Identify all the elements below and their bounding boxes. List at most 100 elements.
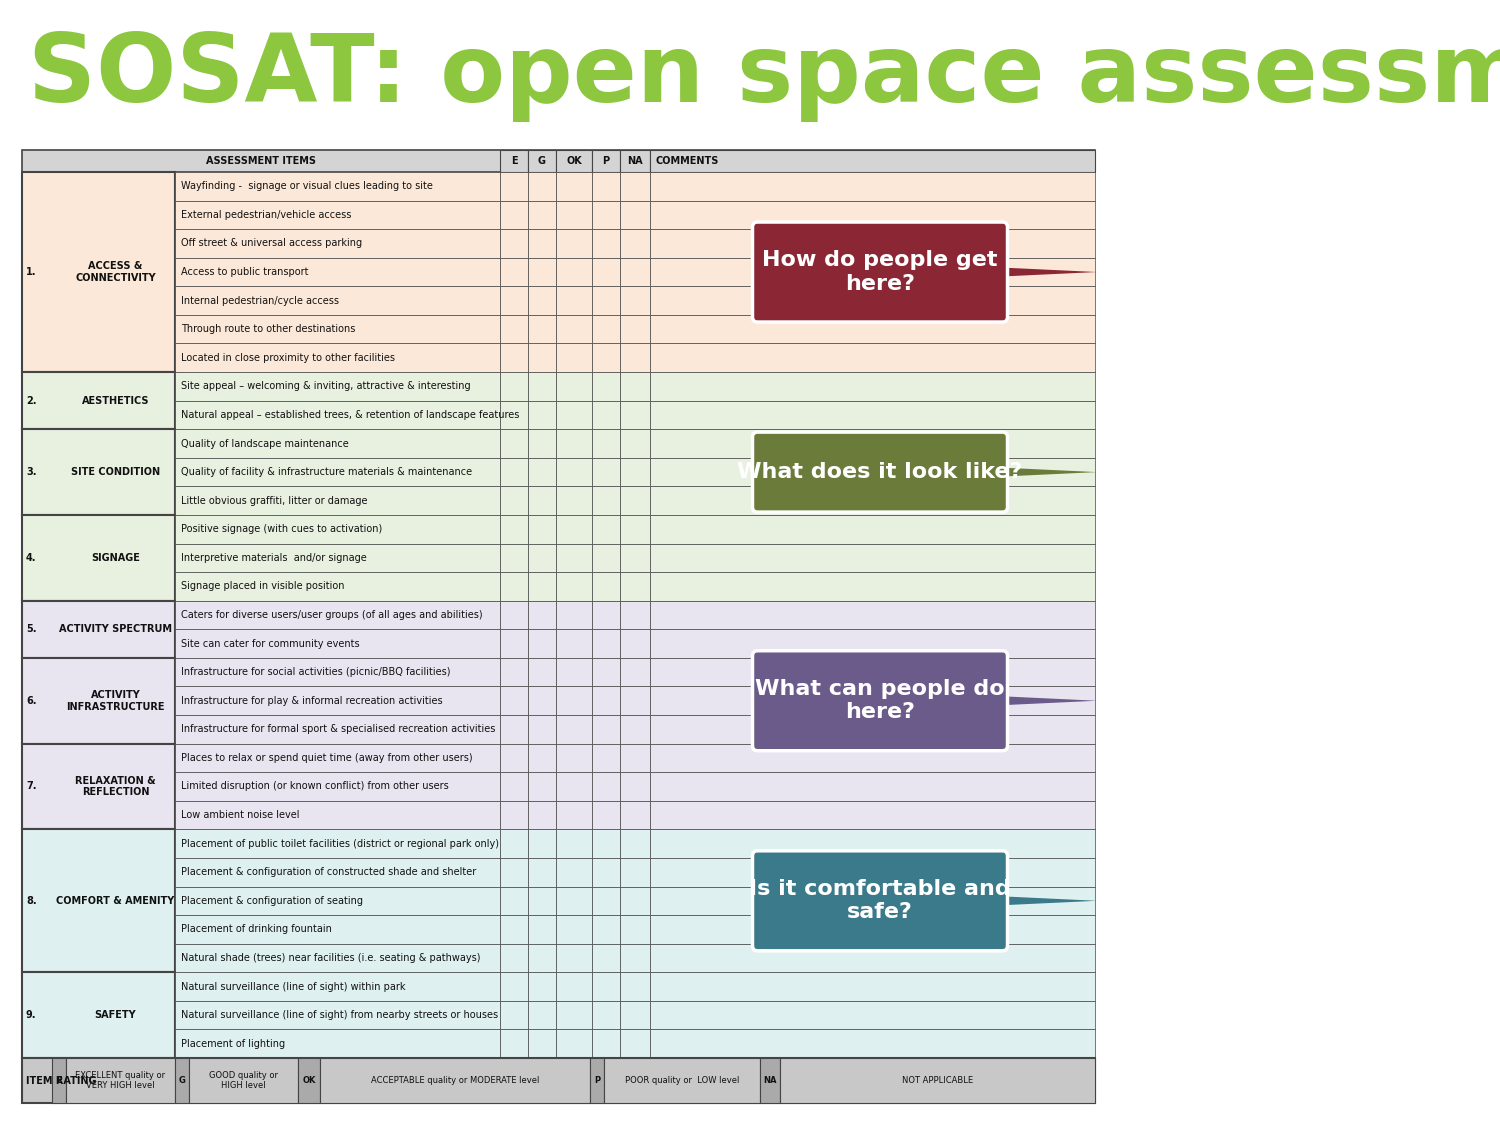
- Bar: [620, 200, 650, 230]
- Bar: [556, 944, 592, 972]
- Bar: [556, 400, 592, 430]
- Bar: [650, 1001, 1095, 1029]
- Bar: [500, 1029, 528, 1058]
- Bar: [592, 486, 619, 515]
- Bar: [176, 744, 500, 772]
- Bar: [500, 372, 528, 400]
- Bar: [22, 829, 176, 972]
- Bar: [66, 1058, 176, 1102]
- Text: How do people get
here?: How do people get here?: [762, 251, 998, 294]
- Bar: [556, 601, 592, 629]
- Text: Access to public transport: Access to public transport: [182, 267, 309, 277]
- Bar: [528, 972, 556, 1001]
- Bar: [500, 287, 528, 315]
- Bar: [650, 150, 1095, 172]
- Bar: [500, 972, 528, 1001]
- Bar: [528, 944, 556, 972]
- Text: Infrastructure for formal sport & specialised recreation activities: Infrastructure for formal sport & specia…: [182, 724, 495, 735]
- FancyBboxPatch shape: [753, 850, 1008, 951]
- Text: Limited disruption (or known conflict) from other users: Limited disruption (or known conflict) f…: [182, 782, 448, 792]
- Bar: [528, 515, 556, 543]
- Bar: [528, 744, 556, 772]
- Bar: [500, 801, 528, 829]
- Bar: [620, 972, 650, 1001]
- Bar: [500, 315, 528, 343]
- Bar: [528, 458, 556, 486]
- Bar: [500, 229, 528, 258]
- Bar: [500, 258, 528, 287]
- Bar: [500, 150, 528, 172]
- Text: Interpretive materials  and/or signage: Interpretive materials and/or signage: [182, 552, 366, 562]
- Bar: [500, 458, 528, 486]
- FancyBboxPatch shape: [753, 650, 1008, 750]
- Bar: [528, 150, 556, 172]
- Bar: [620, 287, 650, 315]
- Text: OK: OK: [566, 156, 582, 166]
- Bar: [592, 716, 619, 744]
- Bar: [620, 229, 650, 258]
- Bar: [500, 944, 528, 972]
- Text: ACTIVITY SPECTRUM: ACTIVITY SPECTRUM: [58, 624, 172, 634]
- Text: 6.: 6.: [26, 695, 36, 705]
- Bar: [176, 972, 500, 1001]
- Bar: [189, 1058, 298, 1102]
- Text: What can people do
here?: What can people do here?: [754, 680, 1005, 722]
- Bar: [176, 772, 500, 801]
- Text: Through route to other destinations: Through route to other destinations: [182, 324, 356, 334]
- Text: Placement of lighting: Placement of lighting: [182, 1038, 285, 1048]
- Bar: [176, 543, 500, 573]
- Bar: [22, 515, 176, 601]
- Bar: [650, 430, 1095, 458]
- Bar: [528, 372, 556, 400]
- Bar: [760, 1058, 780, 1102]
- Text: Site appeal – welcoming & inviting, attractive & interesting: Site appeal – welcoming & inviting, attr…: [182, 381, 471, 391]
- Text: Placement of public toilet facilities (district or regional park only): Placement of public toilet facilities (d…: [182, 838, 500, 848]
- Bar: [592, 172, 619, 200]
- Text: ACCESS &
CONNECTIVITY: ACCESS & CONNECTIVITY: [75, 261, 156, 282]
- Bar: [650, 629, 1095, 658]
- Text: Infrastructure for social activities (picnic/BBQ facilities): Infrastructure for social activities (pi…: [182, 667, 450, 677]
- Text: NA: NA: [627, 156, 644, 166]
- Bar: [556, 829, 592, 858]
- Bar: [592, 629, 619, 658]
- Bar: [500, 658, 528, 686]
- Bar: [620, 400, 650, 430]
- Bar: [650, 458, 1095, 486]
- Bar: [176, 915, 500, 944]
- Bar: [556, 172, 592, 200]
- Text: E: E: [56, 1076, 62, 1084]
- Bar: [650, 200, 1095, 230]
- Text: POOR quality or  LOW level: POOR quality or LOW level: [626, 1076, 740, 1084]
- Text: SIGNAGE: SIGNAGE: [92, 552, 140, 562]
- Text: NA: NA: [764, 1076, 777, 1084]
- Text: Quality of facility & infrastructure materials & maintenance: Quality of facility & infrastructure mat…: [182, 467, 472, 477]
- Bar: [556, 972, 592, 1001]
- Bar: [592, 1001, 619, 1029]
- Bar: [500, 858, 528, 886]
- Text: NOT APPLICABLE: NOT APPLICABLE: [902, 1076, 974, 1084]
- Bar: [650, 258, 1095, 287]
- Bar: [592, 972, 619, 1001]
- Text: ACCEPTABLE quality or MODERATE level: ACCEPTABLE quality or MODERATE level: [370, 1076, 538, 1084]
- Bar: [176, 515, 500, 543]
- Text: G: G: [538, 156, 546, 166]
- Bar: [556, 658, 592, 686]
- Text: 7.: 7.: [26, 782, 36, 792]
- FancyBboxPatch shape: [753, 222, 1008, 322]
- Bar: [620, 372, 650, 400]
- Bar: [620, 629, 650, 658]
- Polygon shape: [777, 457, 1096, 487]
- Bar: [556, 343, 592, 372]
- Bar: [650, 172, 1095, 200]
- Bar: [176, 573, 500, 601]
- Bar: [650, 315, 1095, 343]
- Bar: [176, 858, 500, 886]
- Bar: [556, 858, 592, 886]
- Bar: [620, 1029, 650, 1058]
- Bar: [22, 430, 176, 515]
- Bar: [176, 258, 500, 287]
- Bar: [528, 658, 556, 686]
- Text: 3.: 3.: [26, 467, 36, 477]
- Bar: [500, 886, 528, 915]
- Bar: [650, 686, 1095, 716]
